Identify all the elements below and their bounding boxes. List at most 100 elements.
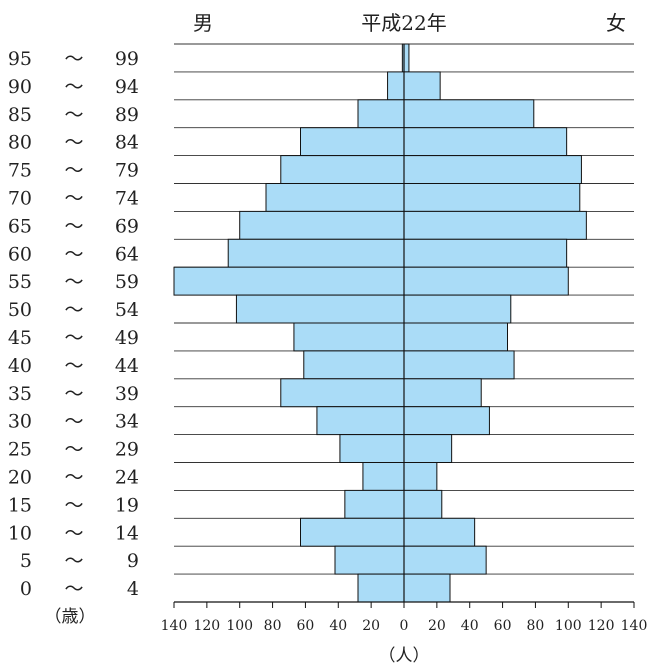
age-label-from: 80 <box>8 132 32 154</box>
bar-female <box>403 378 482 408</box>
bar-male <box>239 210 405 240</box>
age-label-sep: ～ <box>64 104 83 126</box>
age-label-sep: ～ <box>64 383 83 405</box>
age-label-sep: ～ <box>64 327 83 349</box>
x-tick-label: 20 <box>428 618 446 634</box>
bar-male <box>265 183 405 212</box>
age-label-from: 15 <box>8 494 32 516</box>
x-axis-unit-label: （人） <box>379 646 430 666</box>
y-axis-unit-label: （歳） <box>45 607 96 627</box>
age-label-from: 45 <box>8 327 32 349</box>
age-label-sep: ～ <box>64 48 83 70</box>
bar-male <box>280 155 405 185</box>
age-label-to: 19 <box>115 494 139 516</box>
age-label-to: 14 <box>115 522 139 544</box>
bar-female <box>403 406 490 436</box>
age-label-sep: ～ <box>64 439 83 461</box>
age-label-from: 85 <box>8 104 32 126</box>
age-label-to: 99 <box>115 48 139 70</box>
age-label-from: 50 <box>8 299 32 321</box>
bars <box>173 43 587 603</box>
age-label-to: 54 <box>115 299 139 321</box>
bar-female <box>403 183 581 212</box>
male-label: 男 <box>193 11 213 35</box>
age-label-to: 59 <box>115 271 139 293</box>
age-label-to: 79 <box>115 160 139 182</box>
age-label-from: 0 <box>20 578 32 600</box>
x-tick-label: 80 <box>527 618 545 634</box>
age-label-from: 5 <box>20 550 32 572</box>
age-label-from: 75 <box>8 160 32 182</box>
x-tick-label: 140 <box>161 618 188 634</box>
bar-male <box>303 350 405 380</box>
age-label-to: 24 <box>115 466 139 488</box>
age-label-sep: ～ <box>64 187 83 209</box>
x-tick-label: 80 <box>264 618 282 634</box>
age-label-sep: ～ <box>64 215 83 237</box>
bar-female <box>403 210 587 240</box>
x-tick-label: 60 <box>297 618 315 634</box>
bar-male <box>344 489 405 519</box>
age-label-to: 64 <box>115 243 139 265</box>
bar-male <box>334 545 405 575</box>
age-label-to: 39 <box>115 383 139 405</box>
bar-male <box>387 71 405 101</box>
age-label-to: 84 <box>115 132 139 154</box>
x-tick-label: 100 <box>555 618 582 634</box>
age-label-to: 69 <box>115 215 139 237</box>
x-tick-label: 100 <box>226 618 253 634</box>
bar-male <box>300 127 405 157</box>
bar-female <box>403 462 438 491</box>
bar-female <box>403 99 535 129</box>
x-tick-label: 120 <box>193 618 220 634</box>
age-label-sep: ～ <box>64 466 83 488</box>
age-label-from: 25 <box>8 439 32 461</box>
x-tick-label: 140 <box>621 618 648 634</box>
age-label-to: 74 <box>115 187 139 209</box>
bar-male <box>357 99 405 129</box>
age-label-to: 29 <box>115 439 139 461</box>
age-label-sep: ～ <box>64 494 83 516</box>
age-label-to: 89 <box>115 104 139 126</box>
age-label-sep: ～ <box>64 76 83 98</box>
bar-male <box>357 573 405 603</box>
age-label-to: 9 <box>127 550 139 572</box>
x-tick-label: 120 <box>588 618 615 634</box>
bar-female <box>403 127 568 157</box>
bar-male <box>227 238 405 268</box>
bar-male <box>339 434 405 464</box>
bar-female <box>403 155 582 185</box>
age-label-to: 94 <box>115 76 139 98</box>
age-label-from: 65 <box>8 215 32 237</box>
x-tick-label: 60 <box>494 618 512 634</box>
age-label-sep: ～ <box>64 355 83 377</box>
bar-female <box>403 322 508 352</box>
x-tick-label: 40 <box>461 618 479 634</box>
chart-title: 平成22年 <box>361 11 446 35</box>
age-label-sep: ～ <box>64 578 83 600</box>
age-label-sep: ～ <box>64 411 83 433</box>
age-label-sep: ～ <box>64 132 83 154</box>
age-label-to: 34 <box>115 411 139 433</box>
bar-female <box>403 434 453 464</box>
age-label-from: 90 <box>8 76 32 98</box>
bar-female <box>403 545 487 575</box>
bar-male <box>235 294 405 324</box>
age-label-from: 10 <box>8 522 32 544</box>
bar-male <box>316 406 405 436</box>
age-label-sep: ～ <box>64 550 83 572</box>
bar-female <box>403 517 476 547</box>
age-label-sep: ～ <box>64 243 83 265</box>
age-label-from: 35 <box>8 383 32 405</box>
bar-male <box>173 266 405 296</box>
age-label-from: 30 <box>8 411 32 433</box>
bar-male <box>362 462 405 491</box>
female-label: 女 <box>606 11 626 35</box>
age-label-sep: ～ <box>64 299 83 321</box>
x-tick-label: 20 <box>362 618 380 634</box>
bar-female <box>403 266 569 296</box>
age-label-from: 55 <box>8 271 32 293</box>
bar-female <box>403 294 512 324</box>
